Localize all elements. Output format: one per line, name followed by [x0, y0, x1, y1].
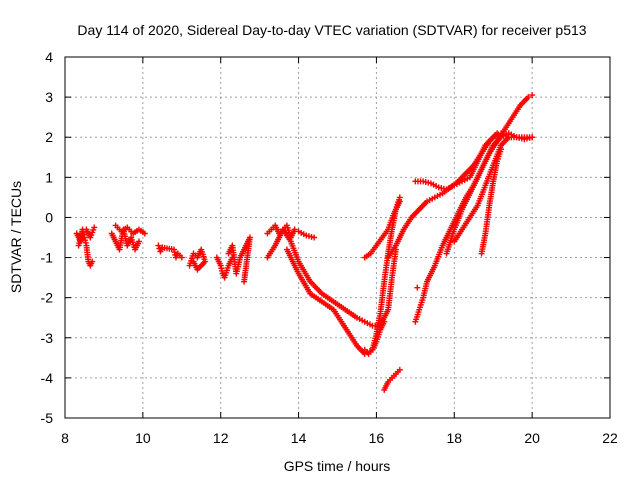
series-arc-q	[385, 130, 501, 261]
data-point	[381, 318, 388, 325]
grid-layer	[65, 57, 610, 418]
data-point	[311, 234, 318, 241]
data-point	[89, 258, 96, 265]
x-tick-label: 18	[446, 430, 462, 446]
x-axis-label: GPS time / hours	[284, 458, 391, 474]
series-arc-g	[213, 254, 236, 281]
data-point	[494, 130, 501, 137]
data-point	[141, 230, 148, 237]
data-point	[414, 284, 421, 291]
y-axis-label: SDTVAR / TECUs	[8, 181, 24, 293]
y-tick-label: -1	[41, 250, 54, 266]
y-tick-label: 3	[45, 89, 53, 105]
series-isolated	[414, 284, 421, 291]
y-tick-label: -5	[41, 410, 54, 426]
series-arc-l	[361, 194, 403, 357]
y-tick-labels: -5 -4 -3 -2 -1 0 1 2 3 4	[41, 49, 54, 426]
tick-layer	[64, 56, 611, 419]
data-point	[135, 238, 142, 245]
y-tick-label: -3	[41, 330, 54, 346]
y-tick-label: 0	[45, 209, 53, 225]
y-tick-label: 4	[45, 49, 53, 65]
x-tick-label: 12	[213, 430, 229, 446]
data-point	[190, 258, 197, 265]
data-point	[91, 224, 98, 231]
data-point	[525, 94, 532, 101]
data-point	[241, 278, 248, 285]
y-tick-label: -2	[41, 290, 54, 306]
data-point	[396, 366, 403, 373]
data-point	[155, 242, 162, 249]
x-tick-label: 14	[291, 430, 307, 446]
data-point	[178, 254, 185, 261]
series-arc-m	[361, 198, 403, 261]
data-point	[396, 198, 403, 205]
data-point	[529, 92, 536, 99]
series-arc-h	[225, 234, 253, 285]
data-point	[505, 134, 512, 141]
data-point	[498, 146, 504, 153]
y-tick-label: 1	[45, 169, 53, 185]
x-tick-labels: 8 10 12 14 16 18 20 22	[61, 430, 618, 446]
plot-frame	[64, 56, 611, 419]
data-point	[529, 134, 536, 141]
x-tick-label: 16	[369, 430, 385, 446]
series-arc-j	[264, 226, 399, 329]
series-arc-c	[108, 226, 142, 253]
y-tick-label: -4	[41, 370, 54, 386]
series-arc-e	[155, 242, 185, 261]
series-arc-b	[75, 224, 98, 249]
series-arc-t	[478, 146, 504, 257]
data-points	[73, 92, 536, 393]
y-tick-label: 2	[45, 129, 53, 145]
series-arc-r	[443, 130, 536, 257]
x-tick-label: 8	[61, 430, 69, 446]
series-arc-f	[186, 246, 209, 273]
x-tick-label: 20	[524, 430, 540, 446]
x-tick-label: 22	[602, 430, 618, 446]
series-arc-n	[381, 366, 403, 393]
x-tick-label: 10	[135, 430, 151, 446]
series-arc-o	[412, 92, 536, 325]
chart-title: Day 114 of 2020, Sidereal Day-to-day VTE…	[77, 22, 586, 38]
data-point	[291, 226, 298, 233]
series-arc-d	[112, 222, 148, 237]
